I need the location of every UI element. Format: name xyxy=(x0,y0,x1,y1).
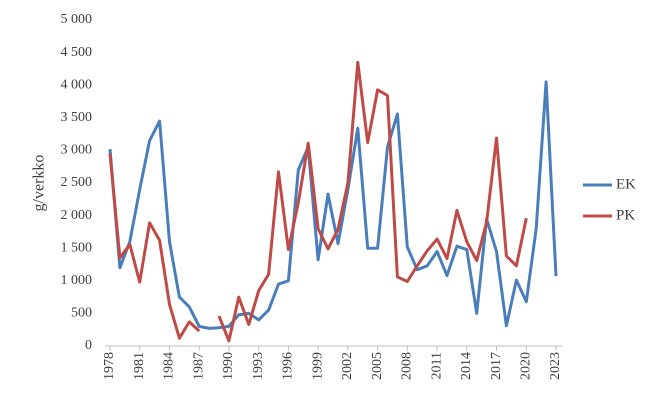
x-tick-label: 1987 xyxy=(191,352,206,380)
x-tick-label: 1984 xyxy=(162,352,177,380)
series-line xyxy=(217,60,528,343)
y-tick-label: 2 000 xyxy=(61,208,93,223)
y-tick-label: 500 xyxy=(71,306,92,321)
y-tick-label: 1 500 xyxy=(61,240,93,255)
x-tick-label: 1981 xyxy=(132,352,147,380)
series-line xyxy=(108,80,558,330)
y-tick-label: 3 000 xyxy=(61,143,93,158)
legend-label: EK xyxy=(616,176,636,192)
y-tick-label: 4 500 xyxy=(61,45,93,60)
x-tick-label: 2017 xyxy=(489,352,504,380)
x-tick-label: 2023 xyxy=(548,352,563,380)
x-tick-label: 2020 xyxy=(518,352,533,380)
y-tick-label: 3 500 xyxy=(61,110,93,125)
series-line xyxy=(108,153,201,340)
x-tick-label: 1999 xyxy=(310,352,325,380)
x-tick-label: 2002 xyxy=(340,352,355,380)
legend-label: PK xyxy=(616,207,635,223)
y-axis-label: g/verkko xyxy=(31,155,48,212)
y-tick-label: 2 500 xyxy=(61,175,93,190)
x-tick-label: 1978 xyxy=(102,352,117,380)
x-tick-label: 1993 xyxy=(251,352,266,380)
x-tick-label: 1996 xyxy=(281,352,296,380)
y-tick-label: 4 000 xyxy=(61,77,93,92)
y-tick-label: 5 000 xyxy=(61,12,93,27)
y-tick-label: 1 000 xyxy=(61,273,93,288)
x-tick-label: 1990 xyxy=(221,352,236,380)
x-tick-label: 2008 xyxy=(400,352,415,380)
y-tick-label: 0 xyxy=(85,338,92,353)
x-tick-label: 2011 xyxy=(429,352,444,379)
x-tick-label: 2005 xyxy=(370,352,385,380)
x-tick-label: 2014 xyxy=(459,352,474,380)
